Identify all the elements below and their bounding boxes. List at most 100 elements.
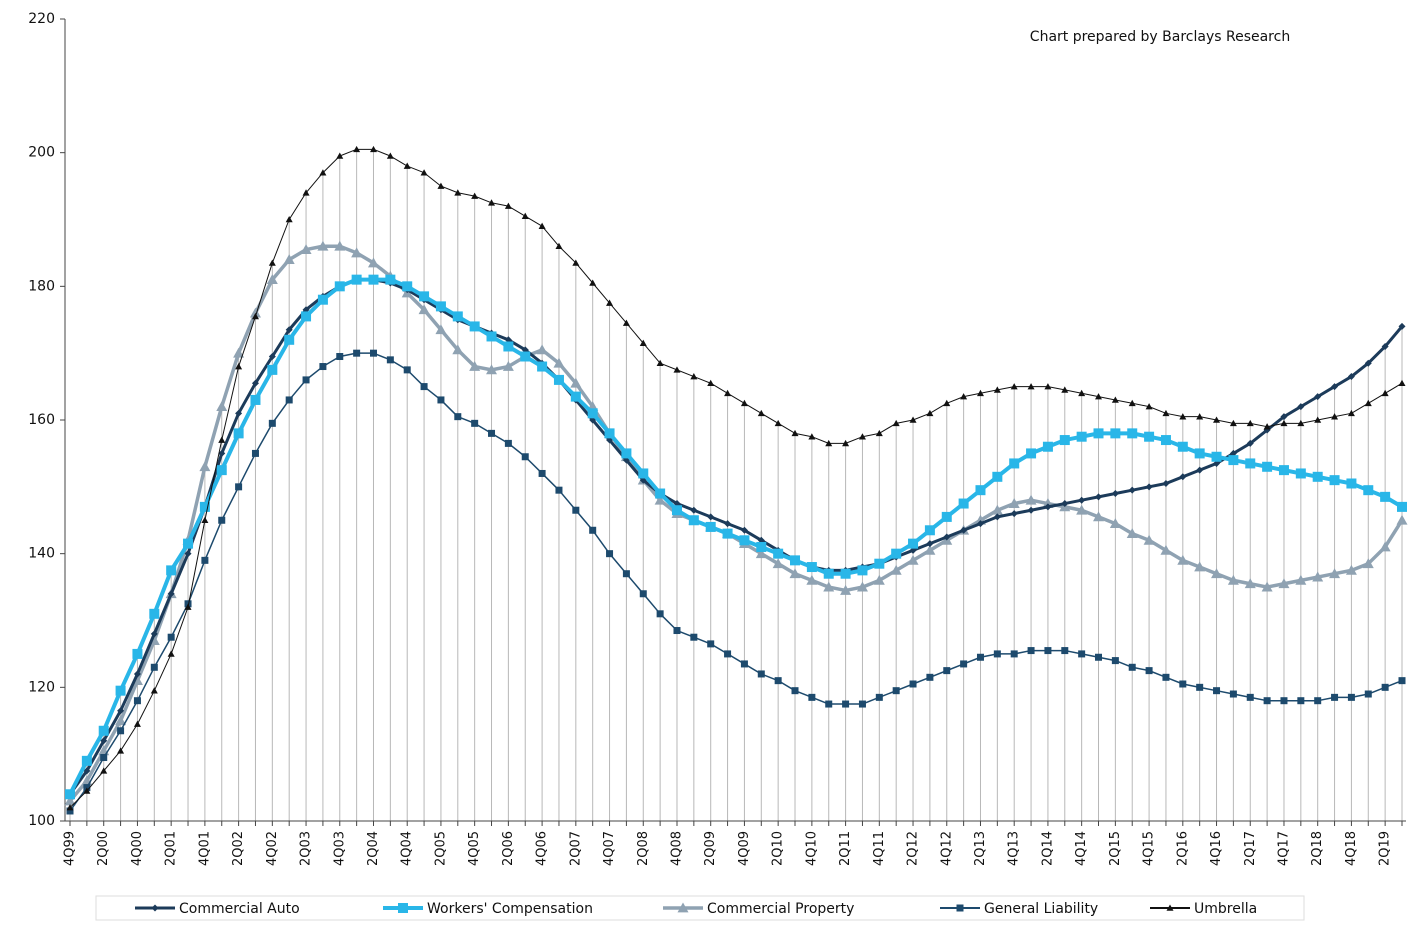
x-tick-label: 4Q06 [535, 831, 550, 866]
x-tick-label: 4Q13 [1007, 831, 1022, 866]
marker [471, 419, 479, 427]
marker [469, 361, 481, 371]
marker [1061, 386, 1069, 393]
marker [1381, 342, 1389, 350]
marker [1076, 504, 1088, 515]
marker [504, 202, 512, 209]
marker [1278, 465, 1289, 476]
marker [1297, 419, 1305, 427]
marker [1061, 500, 1069, 508]
x-tick-label: 2Q19 [1378, 831, 1393, 866]
marker [724, 520, 732, 528]
marker [622, 570, 630, 578]
marker [368, 274, 379, 285]
marker [1093, 511, 1105, 522]
marker [890, 564, 902, 575]
marker [572, 259, 580, 266]
marker [1061, 647, 1069, 655]
marker [639, 339, 647, 346]
marker [250, 394, 261, 405]
series-line [69, 148, 1403, 808]
marker [1229, 690, 1237, 698]
marker [857, 565, 868, 576]
marker [656, 610, 664, 618]
marker [993, 513, 1001, 521]
marker [690, 506, 698, 514]
marker [521, 212, 529, 219]
marker [1263, 423, 1271, 430]
marker [1346, 478, 1357, 489]
marker [1078, 496, 1086, 504]
marker [808, 693, 816, 701]
x-tick-label: 4Q07 [602, 831, 617, 866]
marker [1128, 663, 1136, 671]
marker [267, 364, 278, 375]
marker [1144, 431, 1155, 442]
marker [1246, 693, 1254, 701]
marker [639, 590, 647, 598]
x-tick-label: 4Q08 [669, 831, 684, 866]
marker [1229, 419, 1237, 427]
marker [941, 511, 952, 522]
annotation: Chart prepared by Barclays Research [1030, 29, 1290, 45]
marker [249, 307, 261, 318]
marker [606, 550, 614, 558]
marker [1025, 494, 1037, 505]
marker [1111, 396, 1119, 403]
marker [840, 584, 852, 595]
marker [924, 544, 936, 555]
marker [437, 396, 445, 404]
series-line [68, 244, 1404, 803]
x-tick-label: 2Q15 [1108, 831, 1123, 866]
marker [302, 376, 310, 384]
marker [199, 461, 211, 472]
marker [1244, 578, 1256, 589]
marker [1331, 693, 1339, 701]
marker [960, 660, 968, 668]
marker [268, 259, 276, 266]
x-tick-label: 4Q00 [130, 831, 145, 866]
marker [1213, 416, 1221, 423]
marker [1145, 667, 1153, 675]
marker [369, 145, 377, 153]
marker [740, 660, 748, 668]
marker [722, 528, 733, 539]
marker [772, 558, 784, 569]
marker [1145, 403, 1153, 410]
marker [671, 505, 682, 516]
marker [673, 627, 681, 635]
marker [1211, 568, 1223, 579]
marker [65, 789, 75, 800]
marker [856, 581, 868, 592]
x-tick-label: 4Q05 [467, 831, 482, 866]
marker [1162, 479, 1170, 487]
marker [452, 311, 463, 322]
marker [488, 199, 496, 206]
marker [1026, 448, 1037, 459]
marker [1177, 554, 1189, 565]
y-tick-label: 140 [28, 546, 55, 562]
series [66, 349, 1406, 815]
marker [268, 419, 276, 427]
marker [806, 562, 817, 573]
marker [1128, 486, 1136, 494]
marker [151, 904, 159, 912]
y-tick-label: 160 [28, 412, 55, 428]
marker [875, 693, 883, 701]
marker [806, 574, 818, 585]
legend-label: General Liability [984, 901, 1098, 917]
marker [201, 556, 209, 564]
marker [418, 304, 430, 315]
x-tick-label: 2Q07 [568, 831, 583, 866]
marker [1295, 468, 1306, 479]
marker [1162, 409, 1170, 417]
x-tick-label: 2Q17 [1243, 831, 1258, 866]
x-tick-label: 4Q03 [332, 831, 347, 866]
marker [251, 312, 259, 320]
marker [604, 428, 615, 439]
marker [956, 904, 964, 912]
marker [133, 720, 141, 727]
x-tick-label: 2Q05 [433, 831, 448, 866]
marker [677, 902, 689, 913]
